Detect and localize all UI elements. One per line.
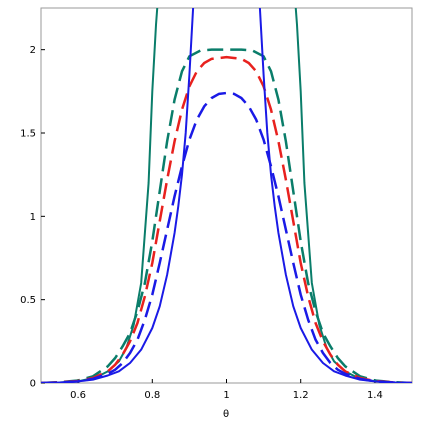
y-tick-label: 0.5	[20, 295, 36, 306]
x-tick-label: 1.4	[367, 390, 383, 401]
series-line-3	[41, 55, 412, 383]
series-line-4	[41, 91, 412, 383]
series-line-1	[294, 8, 412, 383]
series-line-5	[41, 8, 195, 383]
y-tick-label: 0	[30, 379, 36, 390]
y-tick-label: 1	[30, 212, 36, 223]
series-line-2	[41, 48, 412, 383]
x-axis-label: θ	[223, 409, 229, 420]
x-tick-label: 1	[223, 390, 229, 401]
series-line-0	[41, 8, 159, 383]
y-tick-label: 1.5	[20, 129, 36, 140]
x-tick-label: 1.2	[293, 390, 309, 401]
x-tick-label: 0.6	[70, 390, 86, 401]
y-tick-label: 2	[30, 45, 36, 56]
series-line-6	[258, 8, 412, 383]
series-group	[41, 8, 412, 383]
x-tick-label: 0.8	[144, 390, 160, 401]
plot-frame	[40, 7, 413, 384]
axis-ticks: 0.6 0.8 1 1.2 1.4 0 0.5 1 1.5 2	[20, 45, 383, 401]
